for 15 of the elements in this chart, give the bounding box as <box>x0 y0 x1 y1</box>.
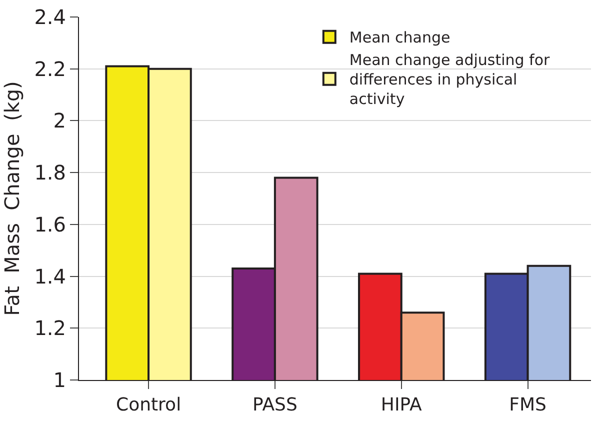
legend-label: Mean change <box>349 28 450 47</box>
x-tick-label: FMS <box>509 394 546 416</box>
legend-label: Mean change adjusting for differences in physical activity <box>349 51 551 108</box>
y-tick-label: 2 <box>53 108 66 133</box>
y-tick-label: 1.6 <box>34 212 66 236</box>
x-tick-label: Control <box>116 394 182 416</box>
y-tick-label: 1.8 <box>34 160 66 185</box>
y-axis-title: Fat Mass Change (kg) <box>0 81 24 316</box>
y-tick-label: 2.4 <box>34 5 66 29</box>
y-tick-label: 1.4 <box>34 264 66 288</box>
x-tick-label: HIPA <box>380 394 422 416</box>
y-tick-label: 1 <box>53 368 66 392</box>
y-tick-label: 1.2 <box>34 316 66 340</box>
y-tick-label: 2.2 <box>34 56 66 81</box>
x-tick-label: PASS <box>252 394 298 416</box>
